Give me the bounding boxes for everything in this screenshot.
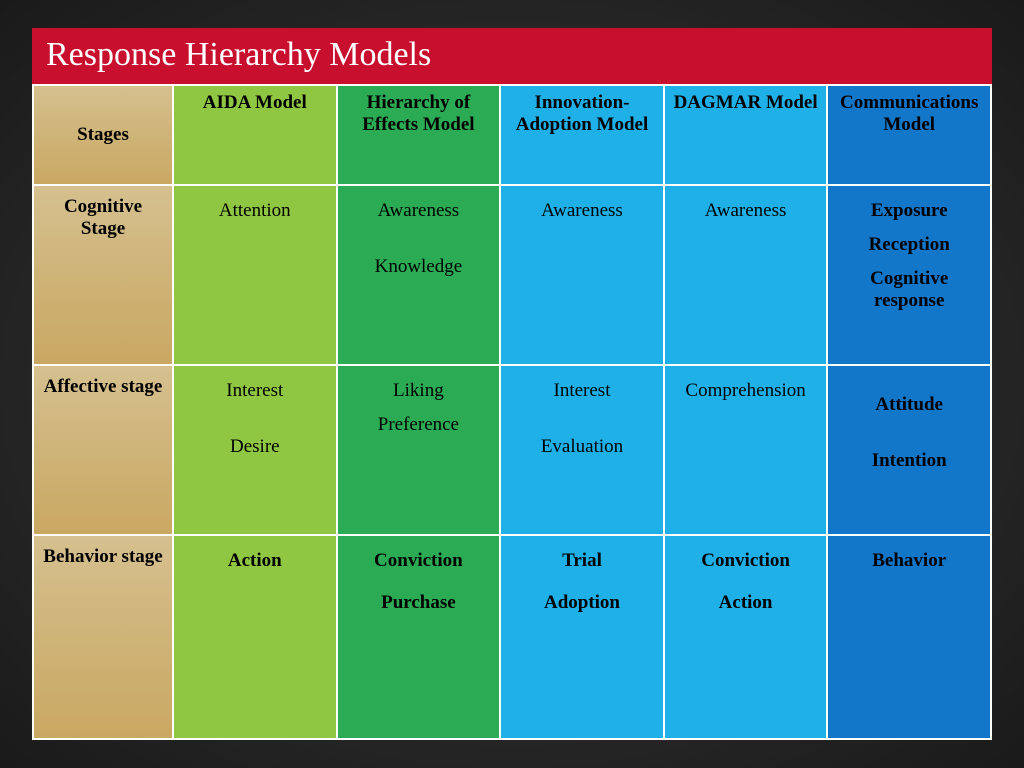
cell-item: Purchase [381,592,456,614]
cell-item: Awareness [705,200,787,222]
header-aida: AIDA Model [173,85,337,185]
cell-item: Awareness [541,200,623,222]
cell-item: Comprehension [685,380,805,402]
row-label-cognitive: Cognitive Stage [33,185,173,365]
cell-item: Trial [562,550,602,572]
cell-item: Action [719,592,773,614]
cell-behavior-dagmar: Conviction Action [664,535,828,739]
cell-item: Behavior [872,550,946,572]
cell-item: Intention [872,450,947,472]
cell-affective-aida: Interest Desire [173,365,337,535]
cell-cognitive-innovation: Awareness [500,185,664,365]
cell-item: Attention [219,200,291,222]
cell-cognitive-dagmar: Awareness [664,185,828,365]
slide: Response Hierarchy Models Stages AIDA Mo… [32,28,992,740]
cell-cognitive-aida: Attention [173,185,337,365]
cell-behavior-innovation: Trial Adoption [500,535,664,739]
cell-item: Attitude [875,394,943,416]
cell-item: Awareness [378,200,460,222]
cell-item: Adoption [544,592,620,614]
header-comm: Communications Model [827,85,991,185]
header-stages: Stages [33,85,173,185]
cell-affective-innovation: Interest Evaluation [500,365,664,535]
cell-item: Knowledge [375,256,463,278]
header-dagmar: DAGMAR Model [664,85,828,185]
header-hierarchy: Hierarchy of Effects Model [337,85,501,185]
cell-behavior-comm: Behavior [827,535,991,739]
cell-item: Exposure [871,200,948,222]
header-innovation: Innovation-Adoption Model [500,85,664,185]
cell-affective-dagmar: Comprehension [664,365,828,535]
cell-behavior-aida: Action [173,535,337,739]
cell-item: Preference [378,414,459,436]
cell-item: Action [228,550,282,572]
cell-item: Conviction [701,550,790,572]
slide-title: Response Hierarchy Models [32,28,992,84]
cell-item: Interest [554,380,611,402]
comparison-table: Stages AIDA Model Hierarchy of Effects M… [32,84,992,740]
cell-cognitive-hierarchy: Awareness Knowledge [337,185,501,365]
cell-affective-hierarchy: Liking Preference [337,365,501,535]
cell-item: Desire [230,436,280,458]
row-label-affective: Affective stage [33,365,173,535]
cell-item: Conviction [374,550,463,572]
cell-item: Reception [869,234,950,256]
cell-item: Liking [393,380,444,402]
row-label-behavior: Behavior stage [33,535,173,739]
cell-item: Cognitive response [834,268,984,312]
cell-cognitive-comm: Exposure Reception Cognitive response [827,185,991,365]
cell-item: Interest [226,380,283,402]
cell-affective-comm: Attitude Intention [827,365,991,535]
cell-item: Evaluation [541,436,623,458]
cell-behavior-hierarchy: Conviction Purchase [337,535,501,739]
